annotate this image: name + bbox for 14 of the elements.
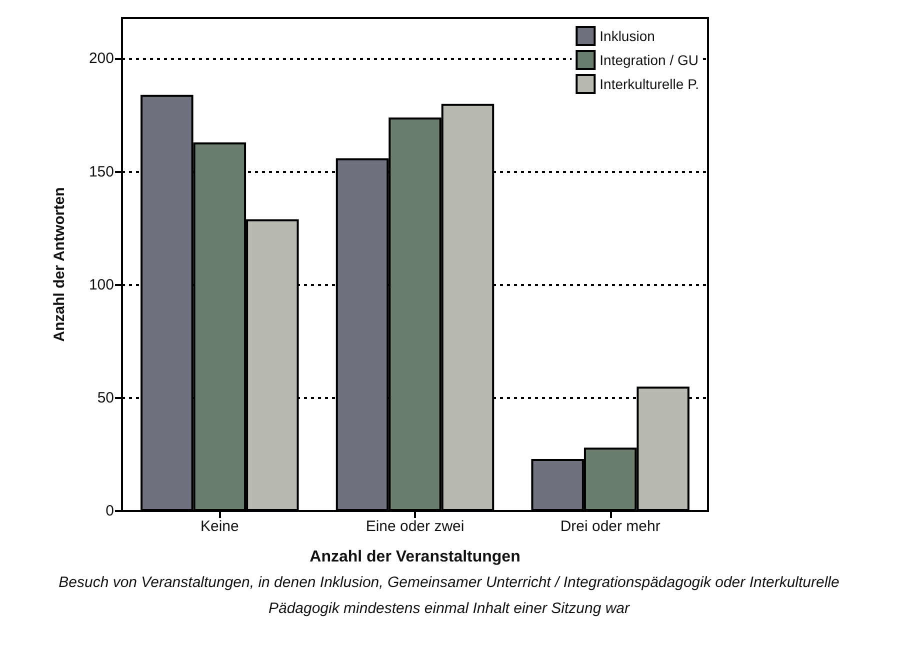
x-tick-label: Eine oder zwei xyxy=(366,518,464,535)
y-tick-label: 200 xyxy=(88,50,114,68)
y-tick-label: 50 xyxy=(97,389,114,406)
x-tick-label: Keine xyxy=(200,518,239,535)
y-axis-title: Anzahl der Antworten xyxy=(51,187,68,342)
legend-label: Inklusion xyxy=(600,28,655,44)
y-tick-label: 0 xyxy=(106,502,114,520)
x-tick-label: Drei oder mehr xyxy=(560,518,660,535)
legend-label: Interkulturelle P. xyxy=(600,76,700,92)
x-axis-title: Anzahl der Veranstaltungen xyxy=(310,548,520,566)
y-tick-label: 100 xyxy=(88,276,114,294)
y-tick-label: 150 xyxy=(88,163,114,180)
legend-label: Integration / GU xyxy=(600,52,698,68)
text: Besuch von Veranstaltungen, in denen Inklusion, Gemeinsamer Unterricht / Integrationspädagogik oder Interkulturelle Pädagogik mindestens einmal Inhalt einer Sitzung war xyxy=(58,573,840,619)
